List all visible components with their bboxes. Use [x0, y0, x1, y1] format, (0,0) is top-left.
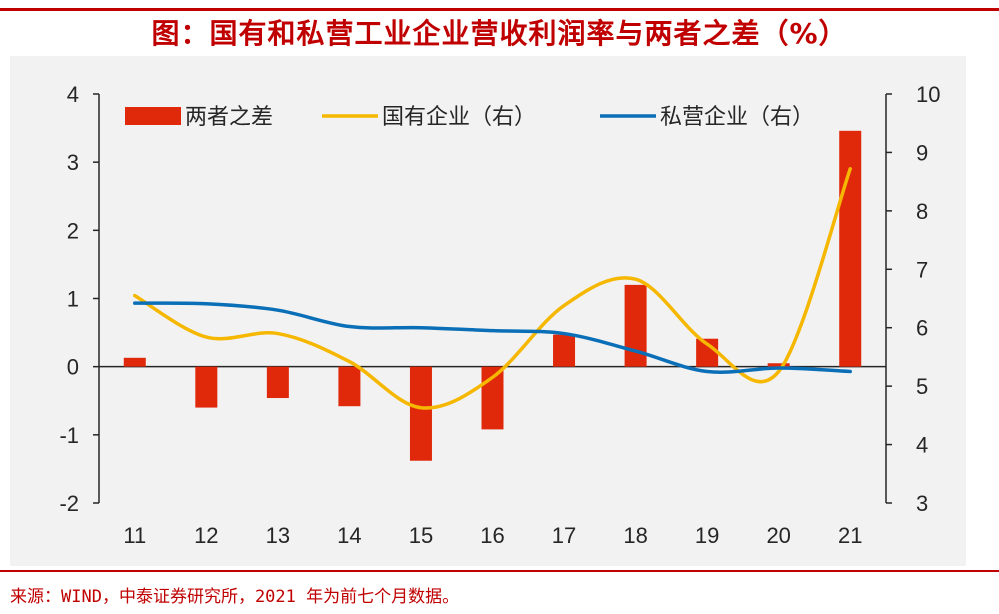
left-tick-label: 0: [67, 355, 79, 380]
chart-title: 图：国有和私营工业企业营收利润率与两者之差（%）: [151, 17, 848, 50]
x-tick-label: 11: [123, 523, 146, 548]
bar-difference: [195, 366, 218, 408]
bar-difference: [409, 366, 432, 461]
left-tick-label: 4: [67, 82, 79, 107]
left-tick-label: -1: [59, 423, 79, 448]
lines-group: [133, 167, 852, 410]
x-tick-label: 16: [480, 523, 504, 548]
right-tick-label: 3: [916, 491, 928, 516]
right-tick-label: 9: [916, 140, 928, 165]
x-tick-label: 17: [552, 523, 576, 548]
right-tick-label: 5: [916, 374, 928, 399]
left-tick-label: -2: [59, 491, 79, 516]
x-tick-label: 15: [409, 523, 433, 548]
legend-item-private: 私营企业（右）: [660, 104, 814, 129]
bar-difference: [696, 338, 719, 367]
bar-difference: [553, 334, 576, 367]
bottom-rule: [0, 570, 999, 572]
bar-difference: [767, 363, 790, 367]
bars-group: [123, 130, 862, 461]
legend-item-state-owned: 国有企业（右）: [382, 104, 536, 129]
x-tick-label: 18: [623, 523, 647, 548]
left-tick-label: 1: [67, 287, 79, 312]
bar-difference: [839, 130, 862, 367]
right-tick-label: 7: [916, 257, 928, 282]
top-rule: [0, 8, 999, 11]
right-tick-label: 4: [916, 433, 928, 458]
line-state-owned: [133, 167, 852, 410]
axes-group: [98, 94, 887, 503]
x-tick-label: 13: [266, 523, 290, 548]
right-tick-label: 6: [916, 316, 928, 341]
bar-difference: [123, 357, 146, 367]
x-tick-label: 12: [194, 523, 218, 548]
legend-swatch-bar: [125, 107, 181, 125]
bar-difference: [338, 366, 361, 407]
source-note: 来源：WIND，中泰证券研究所，2021 年为前七个月数据。: [10, 587, 460, 607]
legend-group: 两者之差 国有企业（右） 私营企业（右）: [125, 104, 814, 129]
x-tick-label: 19: [695, 523, 719, 548]
legend-item-difference: 两者之差: [185, 104, 273, 129]
right-tick-label: 8: [916, 199, 928, 224]
left-tick-label: 3: [67, 150, 79, 175]
bar-difference: [624, 284, 647, 367]
title-bar: 图：国有和私营工业企业营收利润率与两者之差（%）: [0, 14, 999, 54]
right-tick-label: 10: [916, 82, 940, 107]
left-tick-label: 2: [67, 218, 79, 243]
bar-difference: [266, 366, 289, 399]
x-tick-label: 14: [337, 523, 361, 548]
x-tick-label: 20: [766, 523, 790, 548]
x-tick-label: 21: [838, 523, 862, 548]
line-private: [133, 301, 852, 374]
